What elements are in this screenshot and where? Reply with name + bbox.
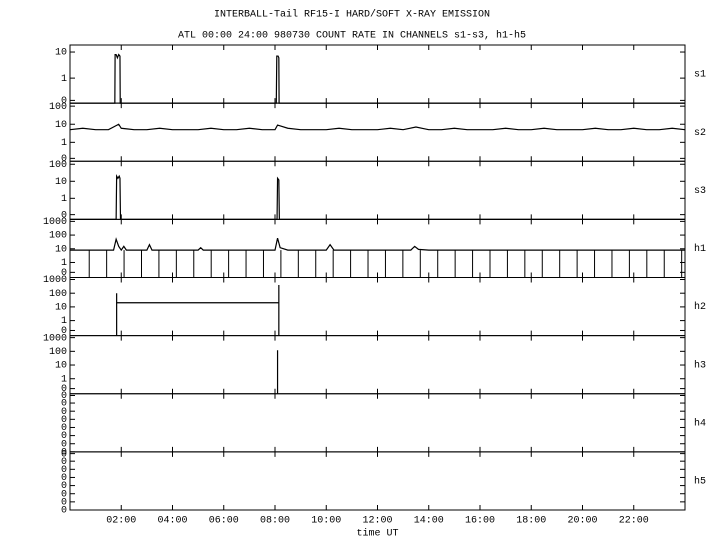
y-tick-label: 10 xyxy=(55,48,67,59)
y-tick-label: 0 xyxy=(61,399,67,410)
panel-label: s1 xyxy=(694,70,706,81)
y-tick-label: 0 xyxy=(61,448,67,459)
y-tick-label: 1 xyxy=(61,194,67,205)
y-tick-label: 0 xyxy=(61,384,67,395)
y-tick-label: 0 xyxy=(61,391,67,402)
x-tick-label: 20:00 xyxy=(567,516,597,527)
y-tick-label: 0 xyxy=(61,154,67,165)
y-tick-label: 0 xyxy=(61,415,67,426)
y-tick-label: 1000 xyxy=(43,217,67,228)
y-tick-label: 0 xyxy=(61,473,67,484)
y-tick-label: 0 xyxy=(61,489,67,500)
x-tick-label: 14:00 xyxy=(414,516,444,527)
y-tick-label: 0 xyxy=(61,506,67,517)
y-tick-label: 100 xyxy=(49,102,67,113)
y-tick-label: 0 xyxy=(61,457,67,468)
y-tick-label: 0 xyxy=(61,431,67,442)
panel-label: h2 xyxy=(694,301,706,313)
y-tick-label: 10 xyxy=(55,361,67,372)
y-tick-label: 1 xyxy=(61,138,67,149)
y-tick-label: 1000 xyxy=(43,333,67,344)
x-tick-label: 02:00 xyxy=(106,516,136,527)
x-tick-label: 10:00 xyxy=(311,516,341,527)
y-tick-label: 0 xyxy=(61,449,67,460)
y-tick-label: 0 xyxy=(61,481,67,492)
y-tick-label: 10 xyxy=(55,177,67,188)
y-tick-label: 100 xyxy=(49,160,67,171)
y-tick-label: 0 xyxy=(61,326,67,337)
panel-label: s3 xyxy=(694,186,706,197)
y-tick-label: 1 xyxy=(61,74,67,85)
y-tick-label: 1 xyxy=(61,374,67,385)
panel-label: h4 xyxy=(694,417,706,429)
data-line xyxy=(70,53,685,104)
x-tick-label: 08:00 xyxy=(260,516,290,527)
chart-title: INTERBALL-Tail RF15-I HARD/SOFT X-RAY EM… xyxy=(214,9,490,21)
x-tick-label: 18:00 xyxy=(516,516,546,527)
y-tick-label: 0 xyxy=(61,439,67,450)
y-tick-label: 0 xyxy=(61,498,67,509)
y-tick-label: 1 xyxy=(61,316,67,327)
x-tick-label: 06:00 xyxy=(209,516,239,527)
data-line xyxy=(70,174,685,220)
y-tick-label: 100 xyxy=(49,289,67,300)
y-tick-label: 0 xyxy=(61,268,67,279)
data-line xyxy=(70,237,685,252)
x-tick-label: 22:00 xyxy=(619,516,649,527)
panel-label: s2 xyxy=(694,128,706,139)
y-tick-label: 0 xyxy=(61,465,67,476)
y-tick-label: 1 xyxy=(61,258,67,269)
y-tick-label: 100 xyxy=(49,231,67,242)
y-tick-label: 0 xyxy=(61,210,67,221)
data-line xyxy=(116,284,280,336)
chart-subtitle: ATL 00:00 24:00 980730 COUNT RATE IN CHA… xyxy=(178,30,526,42)
y-tick-label: 10 xyxy=(55,244,67,255)
panel-label: h3 xyxy=(694,359,706,371)
y-tick-label: 0 xyxy=(61,407,67,418)
y-tick-label: 1000 xyxy=(43,275,67,286)
panel-label: h1 xyxy=(694,243,706,255)
data-line xyxy=(69,123,686,131)
panel-label: h5 xyxy=(694,476,706,488)
x-tick-label: 16:00 xyxy=(465,516,495,527)
y-tick-label: 0 xyxy=(61,423,67,434)
y-tick-label: 0 xyxy=(61,96,67,107)
x-axis-label: time UT xyxy=(356,528,398,540)
x-tick-label: 04:00 xyxy=(157,516,187,527)
x-tick-label: 12:00 xyxy=(362,516,392,527)
y-tick-label: 100 xyxy=(49,347,67,358)
y-tick-label: 10 xyxy=(55,303,67,314)
y-tick-label: 10 xyxy=(55,120,67,131)
